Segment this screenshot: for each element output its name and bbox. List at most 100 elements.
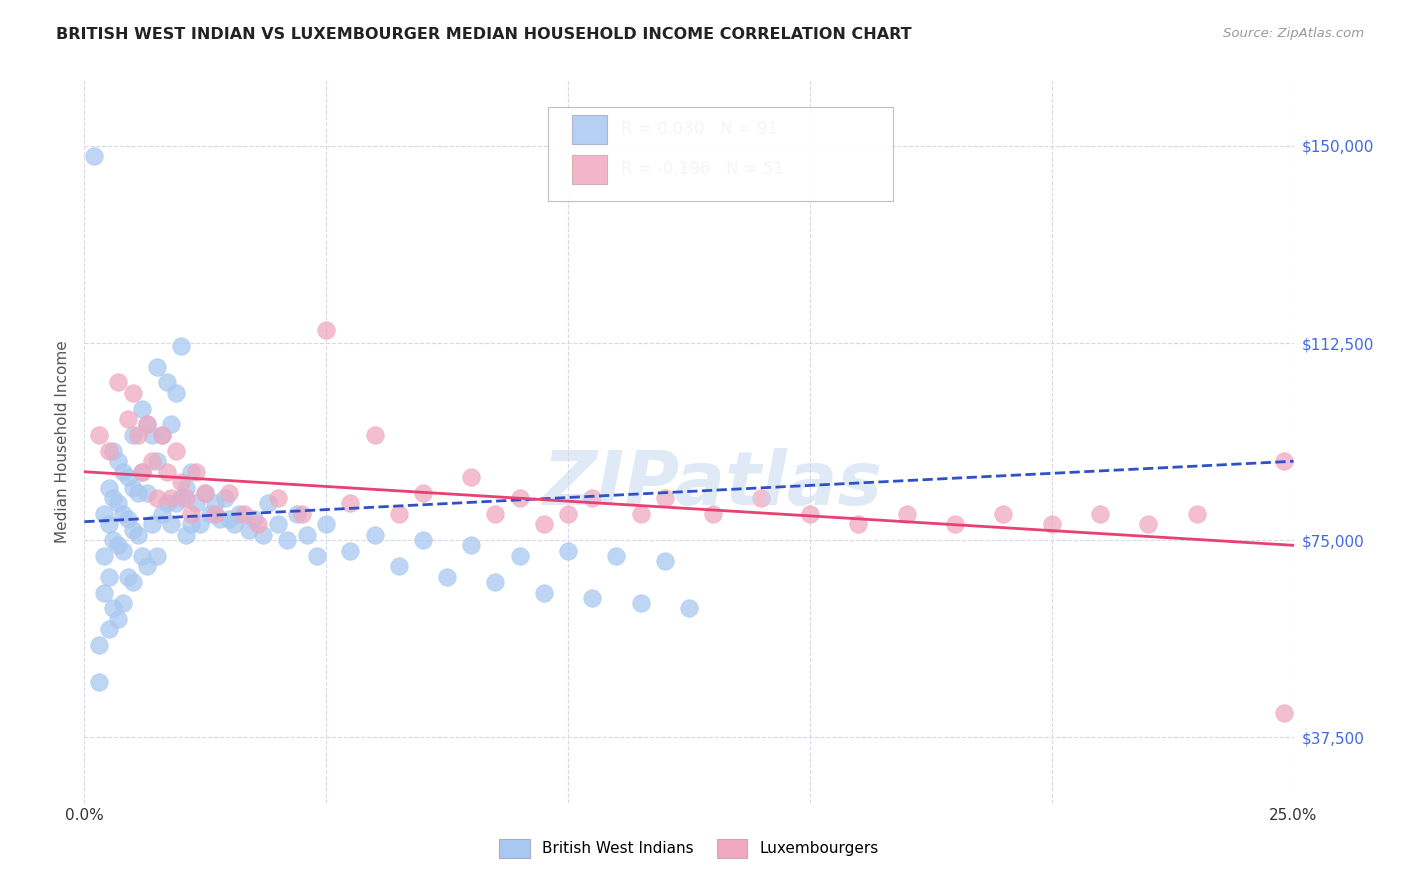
Point [103, 491, 125, 505]
Point [93, 549, 115, 563]
Point [291, 507, 314, 521]
Point [276, 533, 298, 547]
Point [194, 485, 217, 500]
Point [107, 496, 129, 510]
Point [87, 675, 110, 690]
Point [155, 496, 177, 510]
Point [1185, 507, 1208, 521]
Point [751, 491, 773, 505]
Point [630, 596, 652, 610]
Point [155, 376, 177, 390]
Point [412, 485, 434, 500]
Point [136, 417, 159, 432]
Point [339, 543, 361, 558]
Point [136, 559, 159, 574]
Point [896, 507, 918, 521]
Point [160, 517, 183, 532]
Point [117, 412, 139, 426]
Point [87, 638, 110, 652]
Point [155, 465, 177, 479]
Point [121, 428, 143, 442]
Point [107, 538, 129, 552]
Point [799, 507, 821, 521]
Legend: British West Indians, Luxembourgers: British West Indians, Luxembourgers [494, 833, 884, 863]
Text: BRITISH WEST INDIAN VS LUXEMBOURGER MEDIAN HOUSEHOLD INCOME CORRELATION CHART: BRITISH WEST INDIAN VS LUXEMBOURGER MEDI… [56, 27, 912, 42]
Point [412, 533, 434, 547]
Point [285, 507, 308, 521]
Point [184, 465, 207, 479]
Point [174, 528, 197, 542]
Point [436, 570, 458, 584]
Point [121, 523, 143, 537]
Point [267, 491, 290, 505]
Point [388, 559, 411, 574]
Point [97, 517, 120, 532]
Point [654, 554, 676, 568]
Point [103, 443, 125, 458]
Point [339, 496, 361, 510]
Point [654, 491, 676, 505]
Point [204, 496, 226, 510]
Point [533, 517, 555, 532]
Text: ZIPatlas: ZIPatlas [543, 449, 883, 522]
Point [97, 623, 120, 637]
Point [678, 601, 700, 615]
Point [87, 428, 110, 442]
Point [557, 507, 579, 521]
Point [204, 507, 226, 521]
Point [174, 491, 197, 505]
Point [484, 575, 506, 590]
Point [295, 528, 318, 542]
Point [117, 512, 139, 526]
Point [107, 376, 129, 390]
Point [305, 549, 328, 563]
Text: R = -0.196   N = 51: R = -0.196 N = 51 [621, 161, 785, 178]
Point [170, 338, 193, 352]
Point [117, 570, 139, 584]
Point [121, 481, 143, 495]
Point [581, 591, 603, 605]
Text: Source: ZipAtlas.com: Source: ZipAtlas.com [1223, 27, 1364, 40]
Point [93, 507, 115, 521]
Point [363, 428, 385, 442]
Point [150, 428, 173, 442]
Point [141, 517, 163, 532]
Point [993, 507, 1015, 521]
Point [174, 481, 197, 495]
Point [233, 507, 256, 521]
Point [533, 585, 555, 599]
Point [165, 386, 187, 401]
Point [107, 454, 129, 468]
Point [943, 517, 966, 532]
Point [136, 417, 159, 432]
Point [315, 323, 337, 337]
Point [136, 485, 159, 500]
Point [557, 543, 579, 558]
Point [224, 517, 246, 532]
Point [194, 485, 217, 500]
Point [131, 465, 153, 479]
Point [112, 465, 135, 479]
Point [146, 359, 169, 374]
Point [112, 507, 135, 521]
Point [83, 149, 105, 163]
Point [170, 475, 193, 490]
Point [484, 507, 506, 521]
Point [150, 507, 173, 521]
Point [146, 491, 169, 505]
Point [160, 417, 183, 432]
Point [93, 585, 115, 599]
Point [460, 538, 482, 552]
Point [131, 549, 153, 563]
Point [160, 491, 183, 505]
Text: R = 0.030   N = 91: R = 0.030 N = 91 [621, 120, 779, 138]
Point [630, 507, 652, 521]
Point [97, 443, 120, 458]
Point [218, 512, 240, 526]
Point [146, 549, 169, 563]
Point [141, 428, 163, 442]
Point [190, 517, 212, 532]
Point [846, 517, 869, 532]
Point [208, 512, 231, 526]
Point [257, 496, 280, 510]
